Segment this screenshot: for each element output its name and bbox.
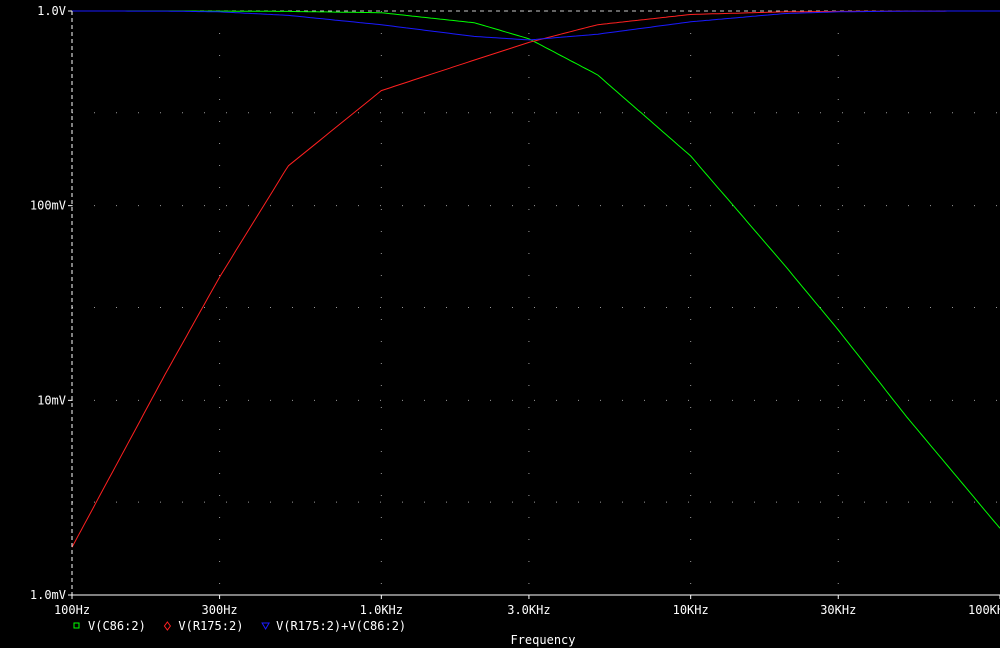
y-tick-label: 100mV: [30, 199, 66, 213]
x-tick-label: 300Hz: [202, 603, 238, 617]
x-axis-title: Frequency: [510, 633, 575, 647]
series-line-1: [72, 10, 1000, 529]
series-line-3: [72, 10, 1000, 41]
legend-label: V(R175:2): [178, 619, 243, 633]
x-tick-labels: 100Hz 300Hz 1.0KHz 3.0KHz 10KHz 30KHz 100KHz: [54, 603, 1000, 617]
x-tick-label: 30KHz: [820, 603, 856, 617]
y-tick-label: 1.0V: [37, 4, 66, 18]
legend-square-icon: [73, 622, 80, 629]
legend-diamond-icon: [163, 621, 172, 631]
x-tick-label: 100Hz: [54, 603, 90, 617]
legend-label: V(R175:2)+V(C86:2): [276, 619, 406, 633]
y-tick-label: 1.0mV: [30, 588, 66, 602]
x-tick-label: 1.0KHz: [360, 603, 403, 617]
y-tick-label: 10mV: [37, 393, 66, 407]
y-tick-labels: 1.0V 100mV 10mV 1.0mV: [30, 4, 66, 602]
x-tick-label: 3.0KHz: [507, 603, 550, 617]
legend-label: V(C86:2): [88, 619, 146, 633]
axes: [68, 10, 1000, 599]
legend: V(C86:2) V(R175:2) V(R175:2)+V(C86:2): [73, 619, 406, 633]
x-tick-label: 10KHz: [673, 603, 709, 617]
legend-triangle-icon: [261, 622, 270, 630]
x-tick-label: 100KHz: [968, 603, 1000, 617]
curves: [71, 10, 1000, 548]
